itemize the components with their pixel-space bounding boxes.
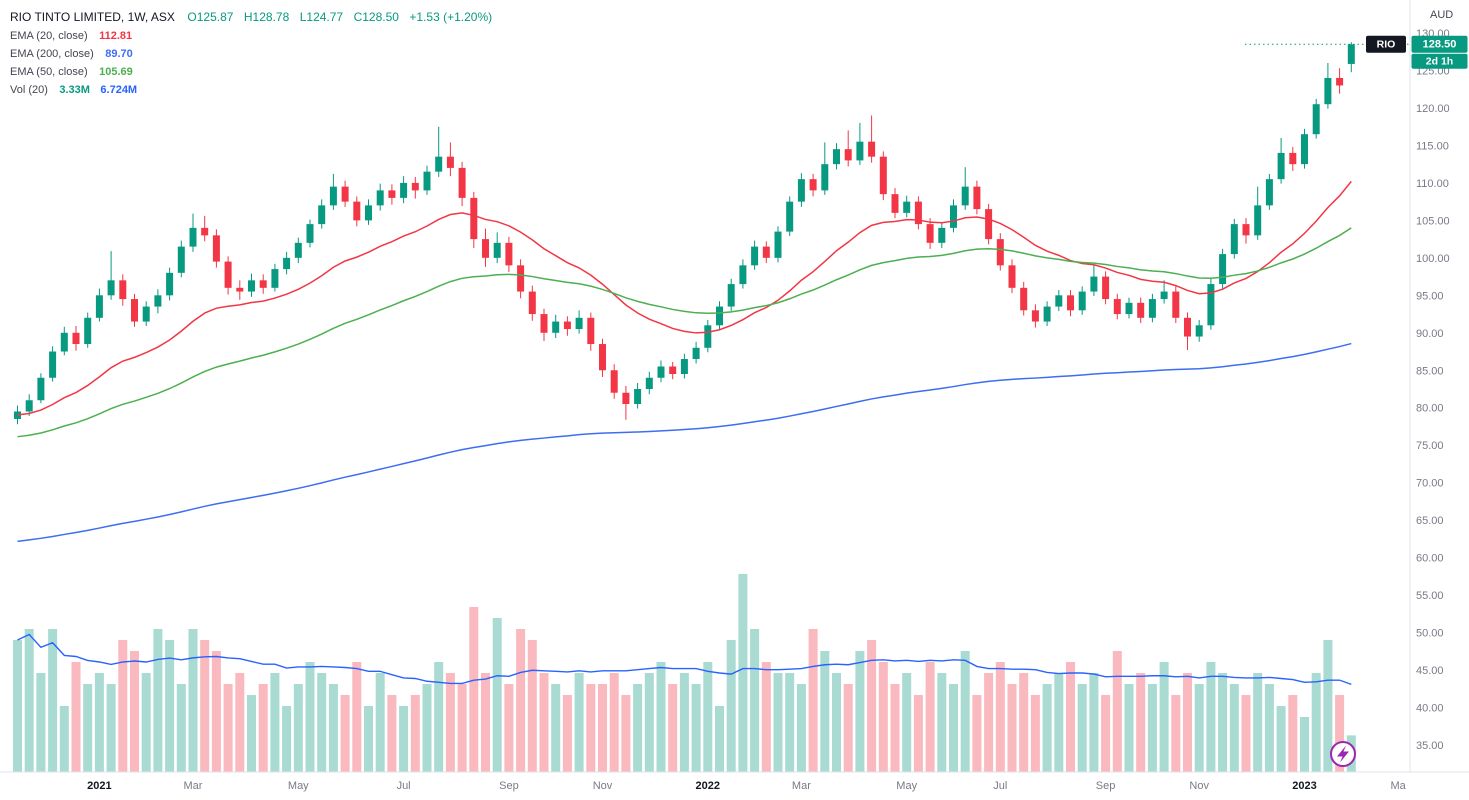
ema200-label[interactable]: EMA (200, close) [10,48,94,60]
price-tick-label: 35.00 [1416,740,1444,752]
price-tick-label: 55.00 [1416,590,1444,602]
symbol-badge: RIO [1377,39,1396,51]
price-tick-label: 45.00 [1416,665,1444,677]
price-tick-label: 90.00 [1416,328,1444,340]
price-tick-label: 50.00 [1416,628,1444,640]
lightning-mode-button[interactable] [1330,741,1356,767]
time-tick-label: Nov [593,780,613,792]
time-tick-label: Sep [1096,780,1116,792]
volume-ma-line [17,633,1352,686]
price-scale[interactable] [1410,0,1469,772]
indicator-row-ema50[interactable]: EMA (50, close) 105.69 [10,62,498,80]
currency-label: AUD [1430,9,1453,21]
time-tick-label: Nov [1189,780,1209,792]
time-tick-label: Mar [184,780,203,792]
volume-value: 3.33M [59,84,90,96]
price-tick-label: 60.00 [1416,553,1444,565]
symbol-title[interactable]: RIO TINTO LIMITED, 1W, ASX [10,10,175,24]
time-tick-label: 2023 [1292,780,1316,792]
volume-label[interactable]: Vol (20) [10,84,48,96]
time-tick-label: 2022 [696,780,720,792]
price-tick-label: 105.00 [1416,215,1450,227]
lightning-icon [1337,745,1349,763]
price-label-group: RIO 128.50 2d 1h [1366,35,1468,69]
low-value: L124.77 [299,10,344,24]
ema50-label[interactable]: EMA (50, close) [10,66,88,78]
price-tick-label: 95.00 [1416,290,1444,302]
ema200-value: 89.70 [105,48,133,60]
close-value: C128.50 [353,10,399,24]
change-value: +1.53 (+1.20%) [409,10,493,24]
ema50-value: 105.69 [99,66,133,78]
open-value: O125.87 [187,10,234,24]
indicator-row-ema20[interactable]: EMA (20, close) 112.81 [10,26,498,44]
volume-series [13,574,1356,772]
price-tick-label: 80.00 [1416,403,1444,415]
symbol-row: RIO TINTO LIMITED, 1W, ASX O125.87 H128.… [10,8,498,26]
volume-ma-value: 6.724M [100,84,138,96]
candlestick-series [14,42,1355,425]
high-value: H128.78 [243,10,290,24]
last-price-badge: 128.50 [1423,39,1457,51]
ema200-line [17,342,1352,543]
time-tick-label: Mar [792,780,811,792]
price-tick-label: 100.00 [1416,253,1450,265]
price-tick-label: 70.00 [1416,478,1444,490]
time-tick-label: Jul [993,780,1007,792]
time-tick-label: Jul [397,780,411,792]
indicator-row-ema200[interactable]: EMA (200, close) 89.70 [10,44,498,62]
time-tick-label: 2021 [87,780,111,792]
price-tick-label: 75.00 [1416,440,1444,452]
price-tick-label: 120.00 [1416,103,1450,115]
time-tick-label: May [896,780,917,792]
ema20-line [17,180,1352,416]
indicator-row-volume[interactable]: Vol (20) 3.33M 6.724M [10,80,498,98]
ema50-line [17,227,1352,438]
time-tick-label: Sep [499,780,519,792]
ema20-value: 112.81 [99,30,133,42]
time-tick-label: May [288,780,309,792]
time-tick-label: Ma [1390,780,1406,792]
price-tick-label: 40.00 [1416,703,1444,715]
price-tick-label: 110.00 [1416,178,1449,190]
price-tick-label: 85.00 [1416,365,1444,377]
ema20-label[interactable]: EMA (20, close) [10,30,88,42]
legend-panel: RIO TINTO LIMITED, 1W, ASX O125.87 H128.… [10,8,498,98]
price-tick-label: 65.00 [1416,515,1444,527]
price-tick-label: 115.00 [1416,140,1449,152]
countdown-badge: 2d 1h [1426,56,1453,68]
